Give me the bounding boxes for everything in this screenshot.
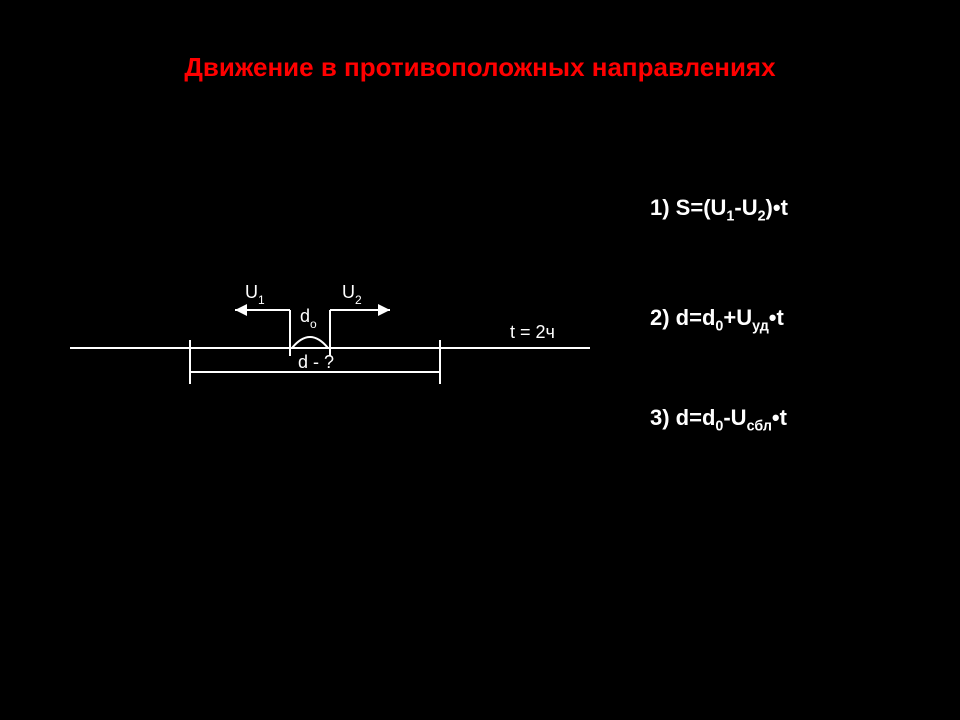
svg-text:t = 2ч: t = 2ч <box>510 322 555 342</box>
svg-text:dо: dо <box>300 306 317 331</box>
svg-text:d - ?: d - ? <box>298 352 334 372</box>
formula-1: 1) S=(U1-U2)•t <box>650 195 788 224</box>
formula-2: 2) d=d0+Uуд•t <box>650 305 784 334</box>
svg-text:U1: U1 <box>245 282 265 307</box>
formula-3: 3) d=d0-Uсбл•t <box>650 405 787 434</box>
page-title: Движение в противоположных направлениях <box>0 52 960 83</box>
motion-diagram: U1 U2 dо t = 2ч d - ? <box>70 280 590 415</box>
svg-text:U2: U2 <box>342 282 362 307</box>
